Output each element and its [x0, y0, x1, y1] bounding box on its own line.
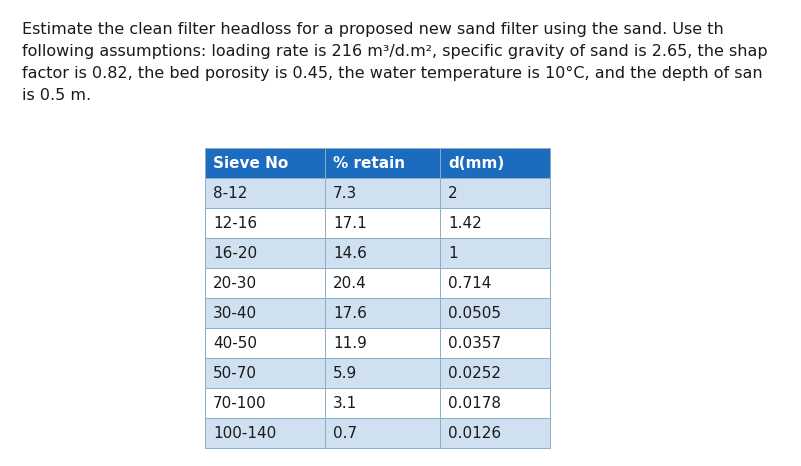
Text: 0.0126: 0.0126 — [448, 425, 501, 440]
Text: 0.0252: 0.0252 — [448, 365, 501, 381]
Text: Estimate the clean filter headloss for a proposed new sand filter using the sand: Estimate the clean filter headloss for a… — [22, 22, 724, 37]
Text: 0.7: 0.7 — [333, 425, 357, 440]
Text: 30-40: 30-40 — [213, 306, 257, 321]
Text: Sieve No: Sieve No — [213, 156, 288, 171]
Text: 20-30: 20-30 — [213, 275, 257, 290]
Text: 50-70: 50-70 — [213, 365, 257, 381]
Text: 40-50: 40-50 — [213, 336, 257, 350]
Text: 20.4: 20.4 — [333, 275, 367, 290]
Text: % retain: % retain — [333, 156, 405, 171]
Text: factor is 0.82, the bed porosity is 0.45, the water temperature is 10°C, and the: factor is 0.82, the bed porosity is 0.45… — [22, 66, 763, 81]
Text: 12-16: 12-16 — [213, 215, 257, 231]
Text: 7.3: 7.3 — [333, 185, 357, 200]
Text: 1.42: 1.42 — [448, 215, 481, 231]
Text: 17.6: 17.6 — [333, 306, 367, 321]
Text: following assumptions: loading rate is 216 m³/d.m², specific gravity of sand is : following assumptions: loading rate is 2… — [22, 44, 767, 59]
Text: 16-20: 16-20 — [213, 246, 257, 260]
Text: 11.9: 11.9 — [333, 336, 367, 350]
Text: 0.0357: 0.0357 — [448, 336, 501, 350]
Text: 8-12: 8-12 — [213, 185, 248, 200]
Text: 70-100: 70-100 — [213, 396, 267, 411]
Text: 17.1: 17.1 — [333, 215, 367, 231]
Text: d(mm): d(mm) — [448, 156, 505, 171]
Text: 14.6: 14.6 — [333, 246, 367, 260]
Text: 1: 1 — [448, 246, 457, 260]
Text: 100-140: 100-140 — [213, 425, 276, 440]
Text: 0.0505: 0.0505 — [448, 306, 501, 321]
Text: 2: 2 — [448, 185, 457, 200]
Text: 5.9: 5.9 — [333, 365, 357, 381]
Text: 0.714: 0.714 — [448, 275, 491, 290]
Text: 0.0178: 0.0178 — [448, 396, 501, 411]
Text: 3.1: 3.1 — [333, 396, 357, 411]
Text: is 0.5 m.: is 0.5 m. — [22, 88, 91, 103]
